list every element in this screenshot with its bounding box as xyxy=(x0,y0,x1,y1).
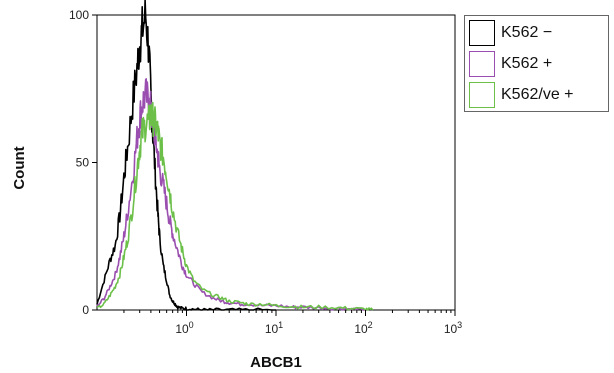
y-tick-label: 100 xyxy=(69,8,89,22)
series-layer xyxy=(96,0,374,311)
legend-item-k562-plus: K562 + xyxy=(469,51,552,77)
y-tick-label: 0 xyxy=(82,303,89,317)
legend-swatch-k562-minus xyxy=(469,20,495,46)
series-line-0 xyxy=(96,0,276,311)
legend-item-k562-minus: K562 − xyxy=(469,20,552,46)
series-line-2 xyxy=(96,101,374,311)
x-tick-label: 102 xyxy=(354,320,372,336)
legend-item-k562-ve-plus: K562/ve + xyxy=(469,82,574,108)
series-line-1 xyxy=(96,78,366,311)
legend-label-k562-ve-plus: K562/ve + xyxy=(501,86,574,103)
x-axis: 100 101 102 103 xyxy=(123,310,462,336)
x-tick-label: 100 xyxy=(175,320,193,336)
y-axis-title: Count xyxy=(11,146,28,189)
x-tick-label: 101 xyxy=(265,320,283,336)
legend-swatch-k562-plus xyxy=(469,51,495,77)
y-tick-label: 50 xyxy=(76,156,90,170)
x-axis-title: ABCB1 xyxy=(250,354,302,371)
legend: K562 − K562 + K562/ve + xyxy=(464,15,609,112)
legend-swatch-k562-ve-plus xyxy=(469,82,495,108)
y-axis: 0 50 100 xyxy=(69,8,97,317)
legend-label-k562-plus: K562 + xyxy=(501,55,553,72)
legend-label-k562-minus: K562 − xyxy=(501,24,553,41)
x-tick-label: 103 xyxy=(444,320,462,336)
